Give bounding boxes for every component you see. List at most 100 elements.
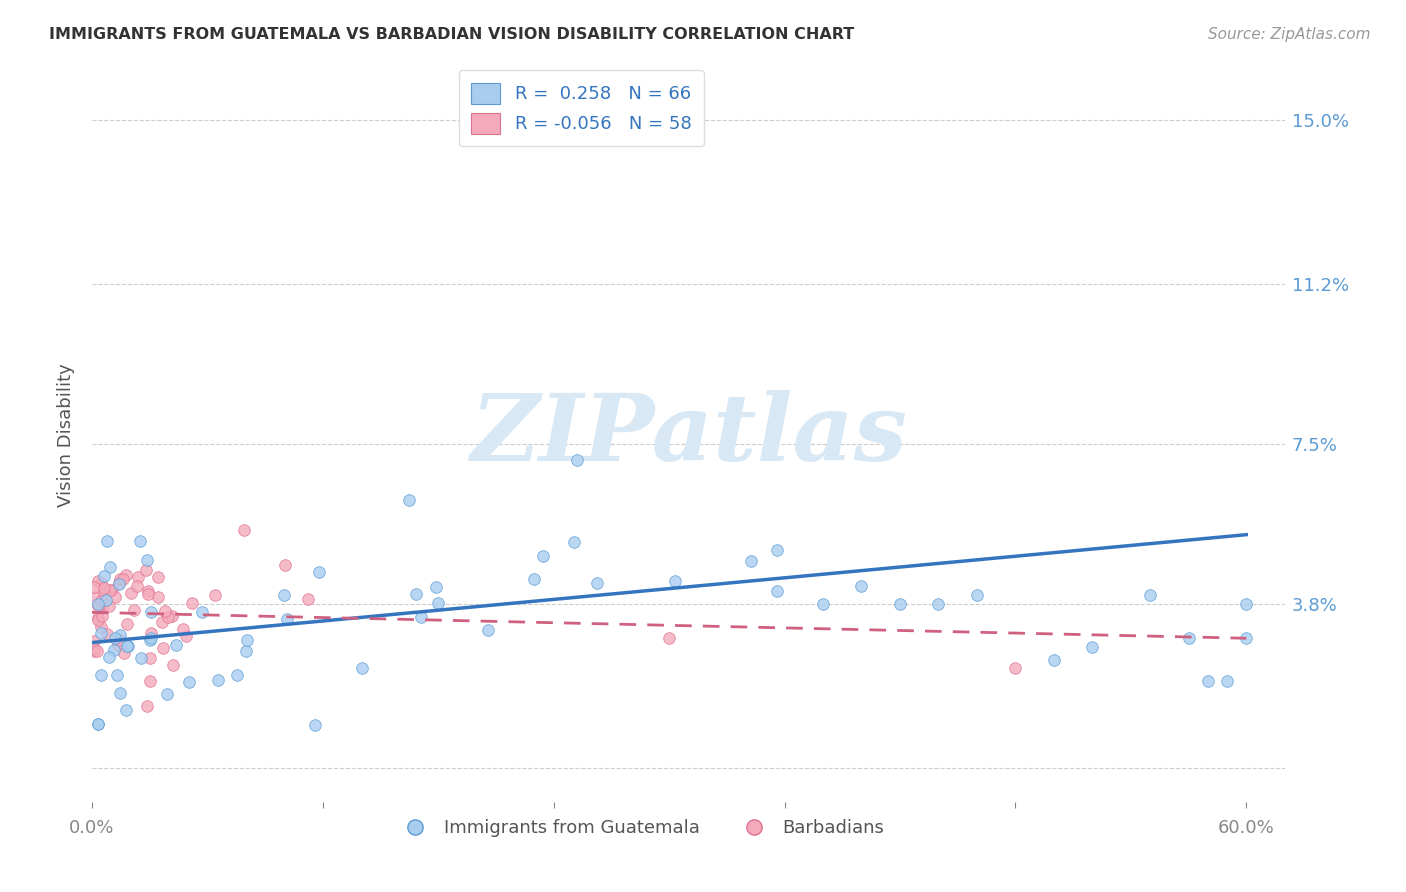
Point: [136, 587, 159, 601]
Point: [96, 627, 118, 641]
Point: [93, 587, 115, 601]
Point: [172, 622, 194, 636]
Point: [122, 602, 145, 616]
Point: [204, 588, 226, 602]
Point: [565, 452, 588, 467]
Point: [90, 594, 112, 608]
Point: [966, 588, 988, 602]
Point: [108, 632, 131, 647]
Y-axis label: Vision Disability: Vision Disability: [58, 364, 75, 508]
Point: [927, 597, 949, 611]
Point: [107, 639, 129, 653]
Point: [112, 646, 135, 660]
Point: [1234, 632, 1257, 646]
Point: [87, 614, 110, 628]
Point: [1216, 674, 1239, 689]
Point: [98, 582, 121, 597]
Point: [139, 674, 162, 689]
Point: [146, 570, 169, 584]
Point: [117, 639, 139, 653]
Point: [425, 580, 447, 594]
Point: [533, 549, 555, 563]
Point: [83, 643, 105, 657]
Point: [87, 599, 110, 613]
Point: [139, 633, 162, 648]
Point: [180, 596, 202, 610]
Point: [1043, 653, 1066, 667]
Point: [1234, 597, 1257, 611]
Point: [398, 493, 420, 508]
Point: [1081, 640, 1104, 654]
Point: [585, 576, 607, 591]
Point: [740, 554, 762, 568]
Point: [1177, 632, 1199, 646]
Point: [477, 623, 499, 637]
Point: [93, 568, 115, 582]
Point: [104, 590, 127, 604]
Point: [108, 685, 131, 699]
Point: [100, 583, 122, 598]
Point: [97, 599, 120, 613]
Point: [86, 597, 108, 611]
Point: [150, 615, 173, 629]
Point: [103, 643, 125, 657]
Point: [87, 574, 110, 589]
Point: [1004, 661, 1026, 675]
Point: [86, 643, 108, 657]
Point: [160, 609, 183, 624]
Point: [94, 593, 117, 607]
Point: [135, 553, 157, 567]
Point: [129, 533, 152, 548]
Point: [523, 572, 546, 586]
Point: [105, 667, 128, 681]
Point: [308, 565, 330, 579]
Point: [162, 657, 184, 672]
Point: [93, 581, 115, 595]
Point: [297, 592, 319, 607]
Point: [226, 668, 249, 682]
Point: [156, 687, 179, 701]
Point: [274, 558, 297, 572]
Point: [115, 567, 138, 582]
Point: [129, 651, 152, 665]
Point: [90, 601, 112, 615]
Point: [111, 573, 134, 587]
Point: [107, 576, 129, 591]
Point: [115, 703, 138, 717]
Point: [233, 524, 256, 538]
Point: [141, 631, 163, 645]
Point: [86, 716, 108, 731]
Point: [174, 629, 197, 643]
Point: [83, 580, 105, 594]
Point: [98, 559, 121, 574]
Point: [427, 596, 450, 610]
Point: [136, 699, 159, 714]
Point: [273, 588, 295, 602]
Point: [83, 633, 105, 648]
Point: [108, 628, 131, 642]
Point: [276, 612, 298, 626]
Point: [664, 574, 686, 588]
Point: [121, 586, 143, 600]
Point: [191, 605, 214, 619]
Point: [766, 584, 789, 599]
Point: [90, 667, 112, 681]
Point: [405, 587, 427, 601]
Point: [179, 674, 201, 689]
Point: [86, 717, 108, 731]
Legend: Immigrants from Guatemala, Barbadians: Immigrants from Guatemala, Barbadians: [389, 812, 891, 845]
Point: [83, 590, 105, 604]
Point: [115, 617, 138, 632]
Point: [98, 650, 121, 665]
Point: [658, 632, 681, 646]
Point: [135, 563, 157, 577]
Point: [157, 610, 180, 624]
Point: [562, 534, 585, 549]
Point: [235, 644, 257, 658]
Point: [86, 610, 108, 624]
Point: [153, 604, 176, 618]
Point: [165, 638, 187, 652]
Text: IMMIGRANTS FROM GUATEMALA VS BARBADIAN VISION DISABILITY CORRELATION CHART: IMMIGRANTS FROM GUATEMALA VS BARBADIAN V…: [49, 27, 855, 42]
Point: [409, 610, 432, 624]
Text: Source: ZipAtlas.com: Source: ZipAtlas.com: [1208, 27, 1371, 42]
